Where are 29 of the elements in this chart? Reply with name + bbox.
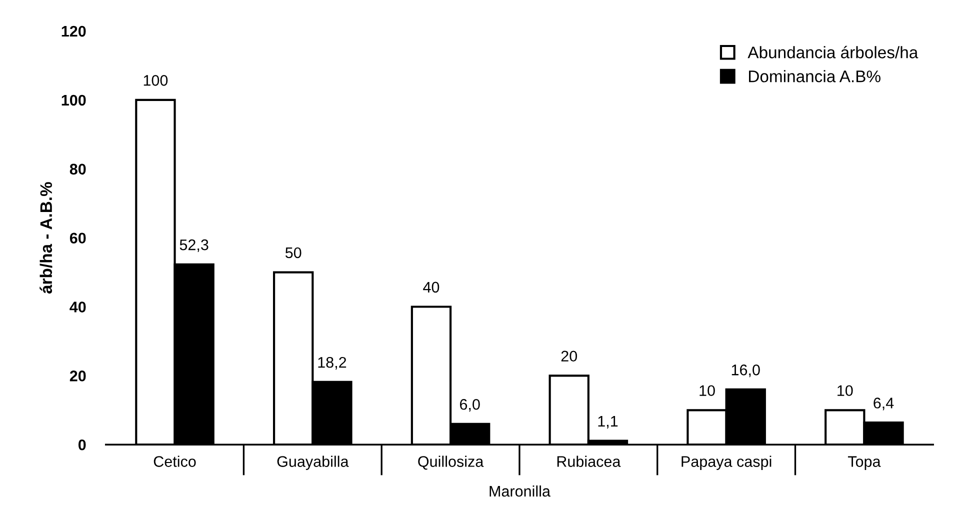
- y-tick-label: 120: [62, 26, 86, 37]
- data-label: 100: [144, 75, 168, 86]
- y-tick-label: 100: [62, 94, 86, 106]
- x-axis-title: Maronilla: [490, 485, 550, 497]
- data-label: 16,0: [732, 364, 760, 378]
- data-label: 1,1: [598, 416, 618, 429]
- x-tick-label: Rubiacea: [557, 456, 621, 467]
- y-tick-label: 0: [78, 439, 86, 450]
- data-label: 6,4: [874, 398, 894, 410]
- data-label: 40: [423, 282, 440, 293]
- x-tick-label: Cetico: [154, 456, 196, 467]
- legend-label: Dominancia A.B%: [749, 70, 880, 82]
- x-tick-label: Guayabilla: [277, 456, 349, 470]
- x-tick-label: Quillosiza: [418, 456, 484, 470]
- data-label: 10: [700, 385, 715, 396]
- y-tick-label: 40: [70, 302, 86, 312]
- y-tick-label: 80: [70, 164, 86, 175]
- data-label: 52,3: [180, 239, 208, 252]
- data-label: 20: [561, 350, 578, 362]
- data-label: 50: [285, 247, 302, 258]
- data-label: 6,0: [460, 398, 480, 412]
- x-tick-label: Papaya caspi: [682, 456, 772, 470]
- x-tick-label: Topa: [848, 456, 881, 470]
- data-label: 10: [838, 385, 853, 396]
- legend-label: Abundancia árboles/ha: [748, 46, 918, 58]
- y-tick-label: 20: [70, 370, 86, 382]
- y-tick-label: 60: [70, 232, 86, 244]
- y-axis-title: árb/ha - A.B.%: [40, 182, 52, 294]
- data-label: 18,2: [318, 356, 346, 370]
